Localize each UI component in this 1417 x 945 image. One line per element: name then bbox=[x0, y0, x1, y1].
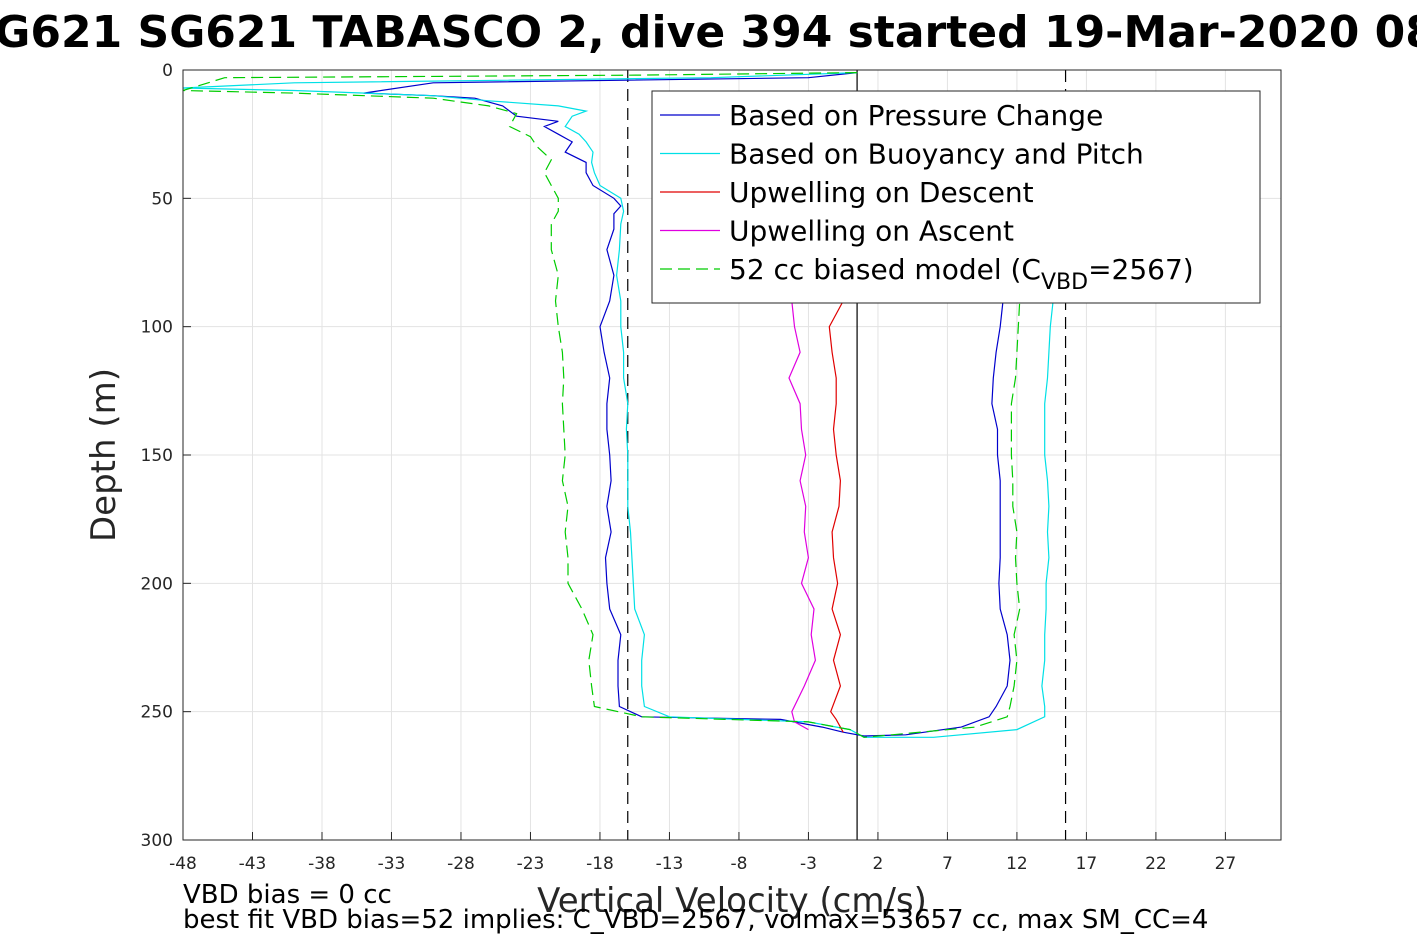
x-tick-label: -33 bbox=[378, 854, 406, 874]
y-tick-label: 50 bbox=[151, 189, 173, 209]
footer-vbd-bias: VBD bias = 0 cc bbox=[183, 880, 392, 910]
legend-box bbox=[651, 90, 1261, 304]
y-tick-label: 150 bbox=[141, 446, 173, 466]
x-tick-label: -28 bbox=[447, 854, 475, 874]
y-tick-label: 300 bbox=[141, 831, 173, 851]
series-line-2 bbox=[182, 72, 1054, 738]
axis-ticks: -48 -43 -38 -33 -28 -23 -18 -13 -8 -3 2 7 12 17 22 2705… bbox=[141, 61, 1237, 874]
series-line-4 bbox=[788, 300, 817, 731]
x-tick-label: 7 bbox=[942, 854, 953, 874]
x-tick-label: -38 bbox=[308, 854, 336, 874]
x-tick-label: -3 bbox=[800, 854, 817, 874]
y-tick-label: 100 bbox=[141, 318, 173, 338]
legend-label: Upwelling on Descent bbox=[729, 176, 1034, 209]
chart-title: SG621 SG621 TABASCO 2, dive 394 started … bbox=[0, 7, 1417, 58]
x-tick-label: -23 bbox=[517, 854, 545, 874]
x-tick-label: -48 bbox=[169, 854, 197, 874]
x-tick-label: 2 bbox=[873, 854, 884, 874]
x-tick-label: 27 bbox=[1215, 854, 1237, 874]
series-line-5 bbox=[182, 72, 1021, 738]
x-tick-label: 17 bbox=[1076, 854, 1098, 874]
x-axis-label: Vertical Velocity (cm/s) bbox=[537, 881, 927, 921]
series-line-1 bbox=[363, 72, 1011, 737]
y-tick-label: 0 bbox=[162, 61, 173, 81]
x-tick-label: -8 bbox=[730, 854, 747, 874]
x-tick-label: 22 bbox=[1145, 854, 1167, 874]
legend-label: Based on Buoyancy and Pitch bbox=[729, 138, 1144, 171]
legend-label: Based on Pressure Change bbox=[729, 99, 1103, 132]
legend: Based on Pressure Change Based on Buoyanc… bbox=[651, 90, 1261, 304]
x-tick-label: -43 bbox=[239, 854, 267, 874]
legend-label: Upwelling on Ascent bbox=[729, 215, 1014, 248]
footer-best-fit: best fit VBD bias=52 implies: C_VBD=2567… bbox=[183, 905, 1208, 935]
y-axis-label: Depth (m) bbox=[84, 368, 124, 542]
series-line-3 bbox=[828, 300, 844, 733]
y-tick-label: 250 bbox=[141, 703, 173, 723]
series-lines bbox=[182, 72, 1054, 738]
y-tick-label: 200 bbox=[141, 574, 173, 594]
x-tick-label: 12 bbox=[1006, 854, 1028, 874]
x-tick-label: -18 bbox=[586, 854, 614, 874]
x-tick-label: -13 bbox=[656, 854, 684, 874]
